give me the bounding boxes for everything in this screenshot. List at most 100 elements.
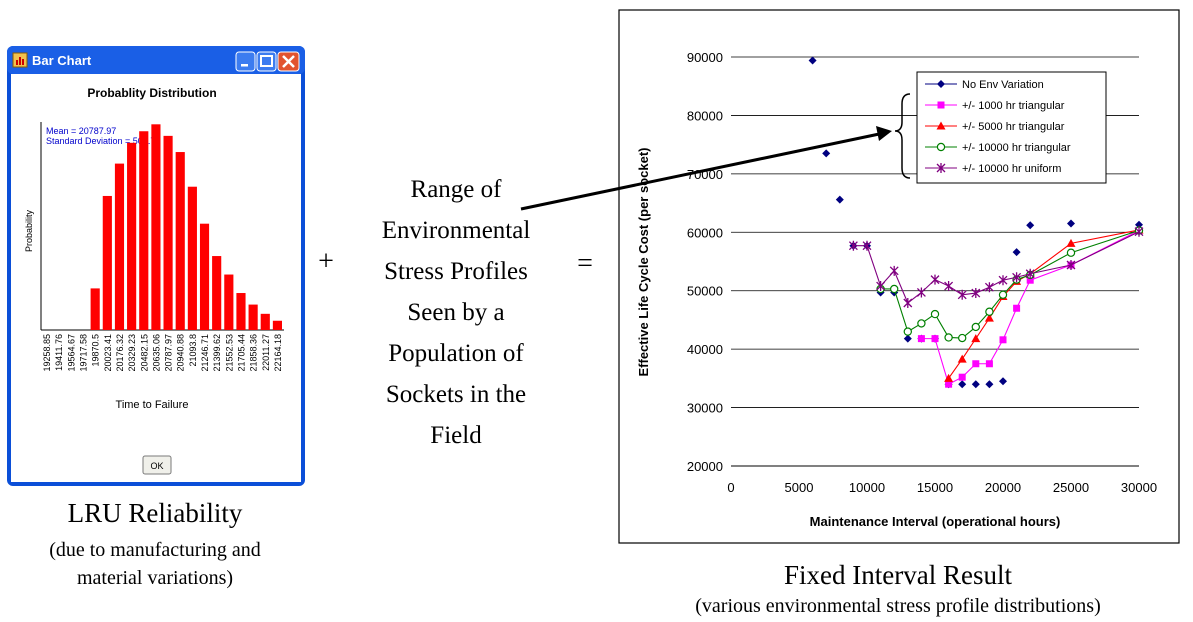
data-point bbox=[903, 334, 912, 343]
middle-line-7: Field bbox=[430, 422, 482, 449]
data-point bbox=[984, 313, 994, 322]
right-caption-sub: (various environmental stress profile di… bbox=[695, 595, 1100, 617]
bar-chart-xlabel: Time to Failure bbox=[116, 399, 189, 411]
data-point bbox=[890, 284, 899, 294]
data-point bbox=[1025, 268, 1035, 279]
bar bbox=[151, 124, 161, 330]
data-point bbox=[917, 335, 925, 343]
bar-tick-label: 21858.36 bbox=[249, 334, 259, 372]
data-point bbox=[985, 360, 993, 368]
data-point bbox=[984, 282, 994, 293]
std-annotation: Standard Deviation = 509.71 bbox=[46, 136, 160, 146]
data-point bbox=[971, 322, 981, 332]
data-point bbox=[944, 333, 953, 342]
data-point bbox=[931, 335, 939, 343]
data-point bbox=[1066, 260, 1076, 271]
data-point bbox=[822, 149, 831, 158]
bar-tick-label: 19717.58 bbox=[79, 334, 89, 372]
x-tick-label: 0 bbox=[727, 480, 734, 495]
left-caption-title: LRU Reliability bbox=[68, 498, 243, 528]
pointer-arrow bbox=[520, 131, 885, 211]
x-tick-label: 30000 bbox=[1121, 480, 1157, 495]
bar bbox=[139, 131, 149, 330]
data-point bbox=[1012, 248, 1021, 257]
y-tick-label: 40000 bbox=[687, 342, 723, 357]
data-point bbox=[957, 354, 967, 363]
legend-label: +/- 5000 hr triangular bbox=[962, 121, 1065, 133]
data-point bbox=[835, 195, 844, 204]
bar-chart-app-icon bbox=[12, 52, 28, 68]
bar-chart-window: Bar Chart Probablity Distribution Mean =… bbox=[7, 46, 305, 486]
minimize-icon[interactable] bbox=[235, 51, 256, 72]
data-point bbox=[958, 333, 967, 343]
bar-tick-label: 20023.41 bbox=[103, 334, 113, 372]
data-point bbox=[998, 290, 1008, 300]
y-tick-label: 20000 bbox=[687, 459, 723, 474]
data-point bbox=[971, 288, 981, 299]
bar-tick-label: 21705.44 bbox=[236, 334, 246, 372]
window-titlebar[interactable] bbox=[7, 46, 305, 74]
data-point bbox=[1067, 219, 1075, 228]
mean-annotation: Mean = 20787.97 bbox=[46, 126, 116, 136]
x-tick-label: 20000 bbox=[985, 480, 1021, 495]
data-point bbox=[916, 287, 926, 298]
data-point bbox=[903, 297, 913, 308]
left-caption-line2: material variations) bbox=[77, 567, 233, 589]
bar bbox=[212, 256, 222, 330]
data-point bbox=[808, 56, 817, 65]
legend-label: No Env Variation bbox=[962, 79, 1044, 91]
data-point bbox=[1135, 220, 1143, 229]
bar-chart-plot: 19258.85 19411.76 19564.67 19717.58 19870.5 2… bbox=[40, 122, 284, 372]
legend-brace bbox=[894, 93, 911, 179]
data-point bbox=[958, 380, 967, 389]
bar-chart-title: Probablity Distribution bbox=[87, 86, 216, 100]
plus-sign: + bbox=[318, 246, 334, 277]
bar-tick-label: 22164.18 bbox=[273, 334, 283, 372]
legend-marker bbox=[936, 121, 946, 130]
y-tick-label: 70000 bbox=[687, 167, 723, 182]
bar-tick-label: 21552.53 bbox=[224, 334, 234, 372]
bar-tick-label: 20482.15 bbox=[139, 334, 149, 372]
data-point bbox=[876, 281, 886, 292]
legend-label: +/- 1000 hr triangular bbox=[962, 100, 1065, 112]
middle-line-2: Environmental bbox=[382, 217, 531, 244]
maximize-icon[interactable] bbox=[256, 51, 277, 72]
legend-marker bbox=[936, 142, 946, 152]
middle-line-4: Seen by a bbox=[407, 299, 504, 326]
line-chart-legend: No Env Variation +/- 1000 hr triangular +/… bbox=[916, 71, 1107, 184]
bar-chart-ylabel: Probability bbox=[24, 209, 34, 252]
data-point bbox=[945, 380, 953, 388]
bar bbox=[163, 135, 173, 330]
x-tick-label: 15000 bbox=[917, 480, 953, 495]
data-point bbox=[1012, 272, 1022, 283]
right-caption-title: Fixed Interval Result bbox=[784, 560, 1012, 590]
data-point bbox=[917, 319, 926, 328]
bar bbox=[236, 293, 246, 330]
series-3 bbox=[876, 226, 1144, 343]
close-icon[interactable] bbox=[277, 51, 300, 72]
line-chart-xlabel: Maintenance Interval (operational hours) bbox=[810, 514, 1061, 529]
bar bbox=[272, 320, 282, 330]
bar bbox=[102, 195, 112, 330]
ok-button[interactable]: OK bbox=[142, 455, 172, 475]
data-point bbox=[957, 289, 967, 300]
line-chart-ylabel: Effective Life Cycle Cost (per socket) bbox=[636, 147, 651, 376]
data-point bbox=[999, 336, 1007, 344]
y-tick-label: 80000 bbox=[687, 108, 723, 123]
data-point bbox=[1026, 276, 1034, 284]
data-point bbox=[971, 380, 980, 389]
bar bbox=[90, 288, 100, 330]
bar-tick-label: 19258.85 bbox=[42, 334, 52, 372]
legend-marker bbox=[936, 163, 946, 173]
x-tick-label: 25000 bbox=[1053, 480, 1089, 495]
window-title: Bar Chart bbox=[32, 53, 92, 68]
middle-line-5: Population of bbox=[388, 340, 524, 367]
x-tick-label: 5000 bbox=[785, 480, 814, 495]
data-point bbox=[972, 360, 980, 368]
series-4 bbox=[848, 226, 1144, 308]
line-chart-plot: 2000030000400005000060000700008000090000… bbox=[687, 50, 1157, 495]
legend-box bbox=[916, 71, 1107, 184]
x-tick-label: 10000 bbox=[849, 480, 885, 495]
y-tick-label: 50000 bbox=[687, 284, 723, 299]
data-point bbox=[889, 265, 899, 276]
